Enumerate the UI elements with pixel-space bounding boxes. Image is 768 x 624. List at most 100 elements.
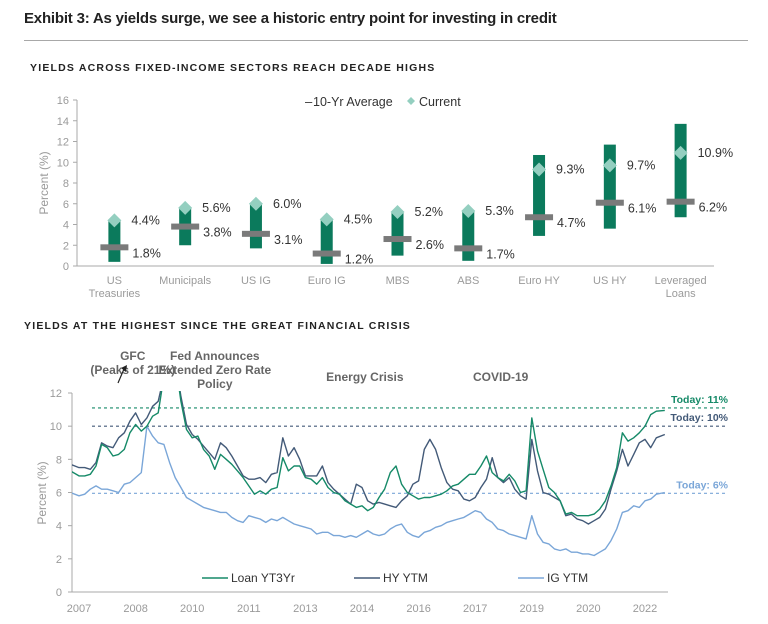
sector-group: 9.3% 4.7% Euro HY	[518, 154, 586, 287]
current-value-label: 5.3%	[485, 204, 514, 218]
event-annotation: GFC	[120, 349, 146, 363]
top-y-tick-label: 14	[57, 116, 69, 128]
category-label: Euro IG	[308, 275, 346, 287]
bottom-x-tick-label: 2014	[350, 603, 374, 615]
title-divider	[24, 40, 748, 41]
bottom-x-tick-label: 2019	[520, 603, 544, 615]
average-marker	[171, 223, 200, 230]
current-diamond	[532, 162, 547, 177]
average-value-label: 1.7%	[486, 247, 515, 261]
current-diamond	[461, 204, 476, 219]
bottom-x-tick-label: 2022	[633, 603, 657, 615]
category-label: Municipals	[159, 275, 211, 287]
current-diamond	[390, 205, 405, 220]
sector-group: 4.5% 1.2% Euro IG	[308, 212, 373, 287]
event-annotation: (Peaks of 21%)	[90, 363, 175, 377]
top-y-tick-label: 2	[63, 240, 69, 252]
category-label: Euro HY	[518, 275, 560, 287]
category-label: Loans	[666, 288, 696, 300]
sector-group: 9.7% 6.1% US HY	[593, 144, 657, 287]
top-chart-title: YIELDS ACROSS FIXED-INCOME SECTORS REACH…	[30, 62, 436, 74]
top-y-axis-label: Percent (%)	[37, 151, 51, 214]
event-annotation: COVID-19	[473, 370, 529, 384]
event-annotation: Policy	[197, 377, 233, 391]
legend-average-dash: –	[305, 94, 313, 109]
today-label: Today: 11%	[671, 394, 729, 406]
category-label: Treasuries	[89, 288, 141, 300]
average-value-label: 6.2%	[699, 201, 728, 215]
top-y-tick-label: 0	[63, 261, 69, 273]
average-value-label: 1.2%	[345, 253, 374, 267]
today-label: Today: 10%	[670, 412, 728, 424]
bottom-x-tick-label: 2020	[576, 603, 600, 615]
bottom-x-tick-label: 2007	[67, 603, 91, 615]
legend-label-loan: Loan YT3Yr	[231, 571, 295, 585]
series-line-loan	[72, 391, 665, 517]
sector-group: 6.0% 3.1% US IG	[241, 196, 303, 287]
exhibit-title: Exhibit 3: As yields surge, we see a his…	[24, 10, 557, 27]
event-annotation: Energy Crisis	[326, 370, 404, 384]
average-marker	[100, 244, 129, 251]
bottom-x-tick-label: 2011	[237, 603, 261, 615]
top-y-tick-label: 12	[57, 137, 69, 149]
top-y-tick-label: 8	[63, 178, 69, 190]
average-value-label: 1.8%	[132, 246, 161, 260]
bottom-y-tick-label: 12	[50, 388, 62, 400]
average-marker	[383, 236, 412, 243]
current-diamond	[602, 158, 617, 173]
top-y-tick-label: 4	[63, 220, 69, 232]
today-label: Today: 6%	[676, 479, 728, 491]
legend-current-diamond-icon	[407, 97, 415, 105]
bottom-x-tick-label: 2013	[293, 603, 317, 615]
bottom-y-tick-label: 2	[56, 554, 62, 566]
current-value-label: 6.0%	[273, 197, 302, 211]
category-label: MBS	[386, 275, 410, 287]
average-value-label: 6.1%	[628, 202, 657, 216]
legend-label-hy: HY YTM	[383, 571, 428, 585]
bottom-x-tick-label: 2010	[180, 603, 204, 615]
average-value-label: 3.1%	[274, 233, 303, 247]
category-label: US IG	[241, 275, 271, 287]
current-diamond	[673, 145, 688, 160]
legend-label-ig: IG YTM	[547, 571, 588, 585]
current-value-label: 5.6%	[202, 201, 231, 215]
bottom-y-tick-label: 6	[56, 488, 62, 500]
average-value-label: 2.6%	[416, 238, 445, 252]
category-label: ABS	[457, 275, 479, 287]
bottom-x-tick-label: 2008	[123, 603, 147, 615]
sector-group: 5.3% 1.7% ABS	[454, 204, 515, 287]
category-label: US	[107, 275, 122, 287]
range-bar	[108, 220, 121, 262]
current-diamond	[107, 213, 122, 228]
category-label: Leveraged	[655, 275, 707, 287]
top-y-tick-label: 6	[63, 199, 69, 211]
average-marker	[312, 250, 341, 257]
average-marker	[666, 198, 695, 205]
gfc-arrow-icon	[117, 368, 125, 384]
current-diamond	[248, 196, 263, 211]
average-marker	[241, 230, 270, 237]
top-y-tick-label: 10	[57, 157, 69, 169]
event-annotation: Extended Zero Rate	[158, 363, 271, 377]
bottom-chart-title: YIELDS AT THE HIGHEST SINCE THE GREAT FI…	[24, 320, 412, 332]
average-marker	[525, 214, 554, 221]
bottom-y-tick-label: 0	[56, 587, 62, 599]
range-bar	[249, 203, 262, 249]
bottom-y-tick-label: 8	[56, 454, 62, 466]
category-label: US HY	[593, 275, 627, 287]
average-marker	[595, 199, 624, 206]
current-value-label: 9.7%	[627, 158, 656, 172]
range-bar	[391, 212, 404, 256]
current-value-label: 9.3%	[556, 163, 585, 177]
range-bar	[674, 123, 687, 218]
current-diamond	[319, 212, 334, 227]
bottom-y-axis-label: Percent (%)	[35, 461, 49, 524]
average-value-label: 4.7%	[557, 216, 586, 230]
bottom-y-tick-label: 4	[56, 521, 62, 533]
bottom-x-tick-label: 2016	[406, 603, 430, 615]
current-value-label: 4.4%	[131, 213, 160, 227]
average-value-label: 3.8%	[203, 226, 232, 240]
